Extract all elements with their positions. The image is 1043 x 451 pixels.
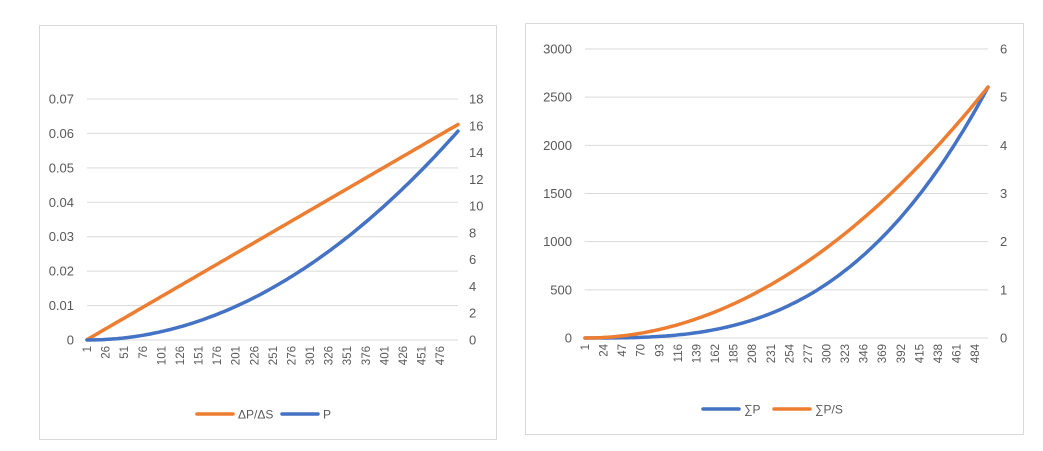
y-right-tick-left-5: 10 [469, 199, 483, 214]
legend-label-left-0: ΔP/ΔS [238, 408, 273, 422]
x-tick-right-9: 208 [747, 344, 759, 363]
x-tick-left-11: 276 [286, 346, 298, 365]
x-tick-left-5: 126 [175, 346, 187, 365]
x-tick-right-11: 254 [784, 343, 796, 363]
x-tick-left-6: 151 [194, 346, 206, 365]
x-tick-left-14: 351 [342, 346, 354, 365]
y-left-tick-left-7: 0.07 [49, 92, 74, 107]
x-tick-left-0: 1 [82, 346, 94, 352]
x-tick-left-12: 301 [305, 346, 317, 365]
y-left-tick-right-5: 2500 [543, 90, 572, 105]
y-right-tick-left-2: 4 [469, 279, 476, 294]
x-tick-left-17: 426 [398, 346, 410, 365]
y-right-tick-right-3: 3 [1000, 186, 1007, 201]
y-right-tick-right-2: 2 [1000, 234, 1007, 249]
y-right-tick-right-1: 1 [1000, 282, 1007, 297]
x-tick-right-2: 47 [617, 344, 629, 357]
chart-left-panel [39, 25, 497, 440]
y-right-tick-right-5: 5 [1000, 90, 1007, 105]
x-tick-left-18: 451 [417, 346, 429, 365]
x-tick-left-4: 101 [156, 346, 168, 365]
y-left-tick-right-4: 2000 [543, 138, 572, 153]
y-right-tick-right-4: 4 [1000, 138, 1007, 153]
x-tick-left-3: 76 [138, 346, 150, 359]
legend-label-left-1: P [323, 408, 331, 422]
y-right-tick-left-7: 14 [469, 145, 483, 160]
x-tick-right-19: 438 [933, 344, 945, 363]
x-tick-right-10: 231 [766, 344, 778, 363]
legend-label-right-1: ∑P/S [815, 403, 843, 417]
x-tick-right-7: 162 [710, 344, 722, 363]
x-tick-right-12: 277 [803, 344, 815, 363]
x-tick-right-17: 392 [896, 344, 908, 363]
y-left-tick-right-6: 3000 [543, 42, 572, 57]
series-line-right-0 [583, 85, 990, 340]
y-left-tick-left-6: 0.06 [49, 126, 74, 141]
y-left-tick-right-2: 1000 [543, 234, 572, 249]
y-right-tick-left-3: 6 [469, 252, 476, 267]
x-tick-right-14: 323 [840, 344, 852, 363]
x-tick-right-15: 346 [859, 344, 871, 363]
y-right-tick-left-8: 16 [469, 118, 483, 133]
chart-right-panel [525, 23, 1024, 435]
y-left-tick-left-0: 0 [67, 333, 74, 348]
y-left-tick-right-1: 500 [550, 282, 572, 297]
y-right-tick-left-0: 0 [469, 333, 476, 348]
y-right-tick-right-6: 6 [1000, 42, 1007, 57]
y-left-tick-left-2: 0.02 [49, 264, 74, 279]
y-left-tick-left-4: 0.04 [49, 195, 74, 210]
y-right-tick-left-1: 2 [469, 306, 476, 321]
y-left-tick-left-3: 0.03 [49, 229, 74, 244]
y-left-tick-right-0: 0 [565, 331, 572, 346]
x-tick-right-5: 116 [673, 344, 685, 362]
x-tick-left-2: 51 [119, 346, 131, 359]
x-tick-left-9: 226 [249, 346, 261, 365]
x-tick-right-21: 484 [970, 343, 982, 363]
x-tick-right-6: 139 [691, 344, 703, 363]
x-tick-left-13: 326 [324, 346, 336, 365]
x-tick-left-7: 176 [212, 346, 224, 365]
x-tick-right-4: 93 [654, 344, 666, 357]
x-tick-left-1: 26 [101, 346, 113, 359]
x-tick-right-13: 300 [821, 344, 833, 363]
x-tick-right-3: 70 [636, 344, 648, 357]
x-tick-left-8: 201 [231, 346, 243, 365]
x-tick-left-19: 476 [435, 346, 447, 365]
x-tick-left-15: 376 [361, 346, 373, 365]
series-line-right-1 [583, 85, 990, 340]
x-tick-right-0: 1 [580, 344, 592, 350]
y-left-tick-left-5: 0.05 [49, 160, 74, 175]
x-tick-right-8: 185 [729, 344, 741, 363]
y-left-tick-right-3: 1500 [543, 186, 572, 201]
x-tick-left-10: 251 [268, 346, 280, 365]
y-right-tick-left-6: 12 [469, 172, 483, 187]
legend-label-right-0: ∑P [744, 403, 761, 417]
y-left-tick-left-1: 0.01 [49, 298, 74, 313]
y-right-tick-left-4: 8 [469, 225, 476, 240]
x-tick-right-18: 415 [914, 344, 926, 363]
x-tick-right-1: 24 [599, 343, 611, 356]
x-tick-right-20: 461 [952, 344, 964, 363]
y-right-tick-right-0: 0 [1000, 331, 1007, 346]
series-line-left-1 [85, 129, 460, 342]
series-line-left-0 [85, 122, 460, 342]
y-right-tick-left-9: 18 [469, 92, 483, 107]
x-tick-right-16: 369 [877, 344, 889, 363]
x-tick-left-16: 401 [379, 346, 391, 365]
